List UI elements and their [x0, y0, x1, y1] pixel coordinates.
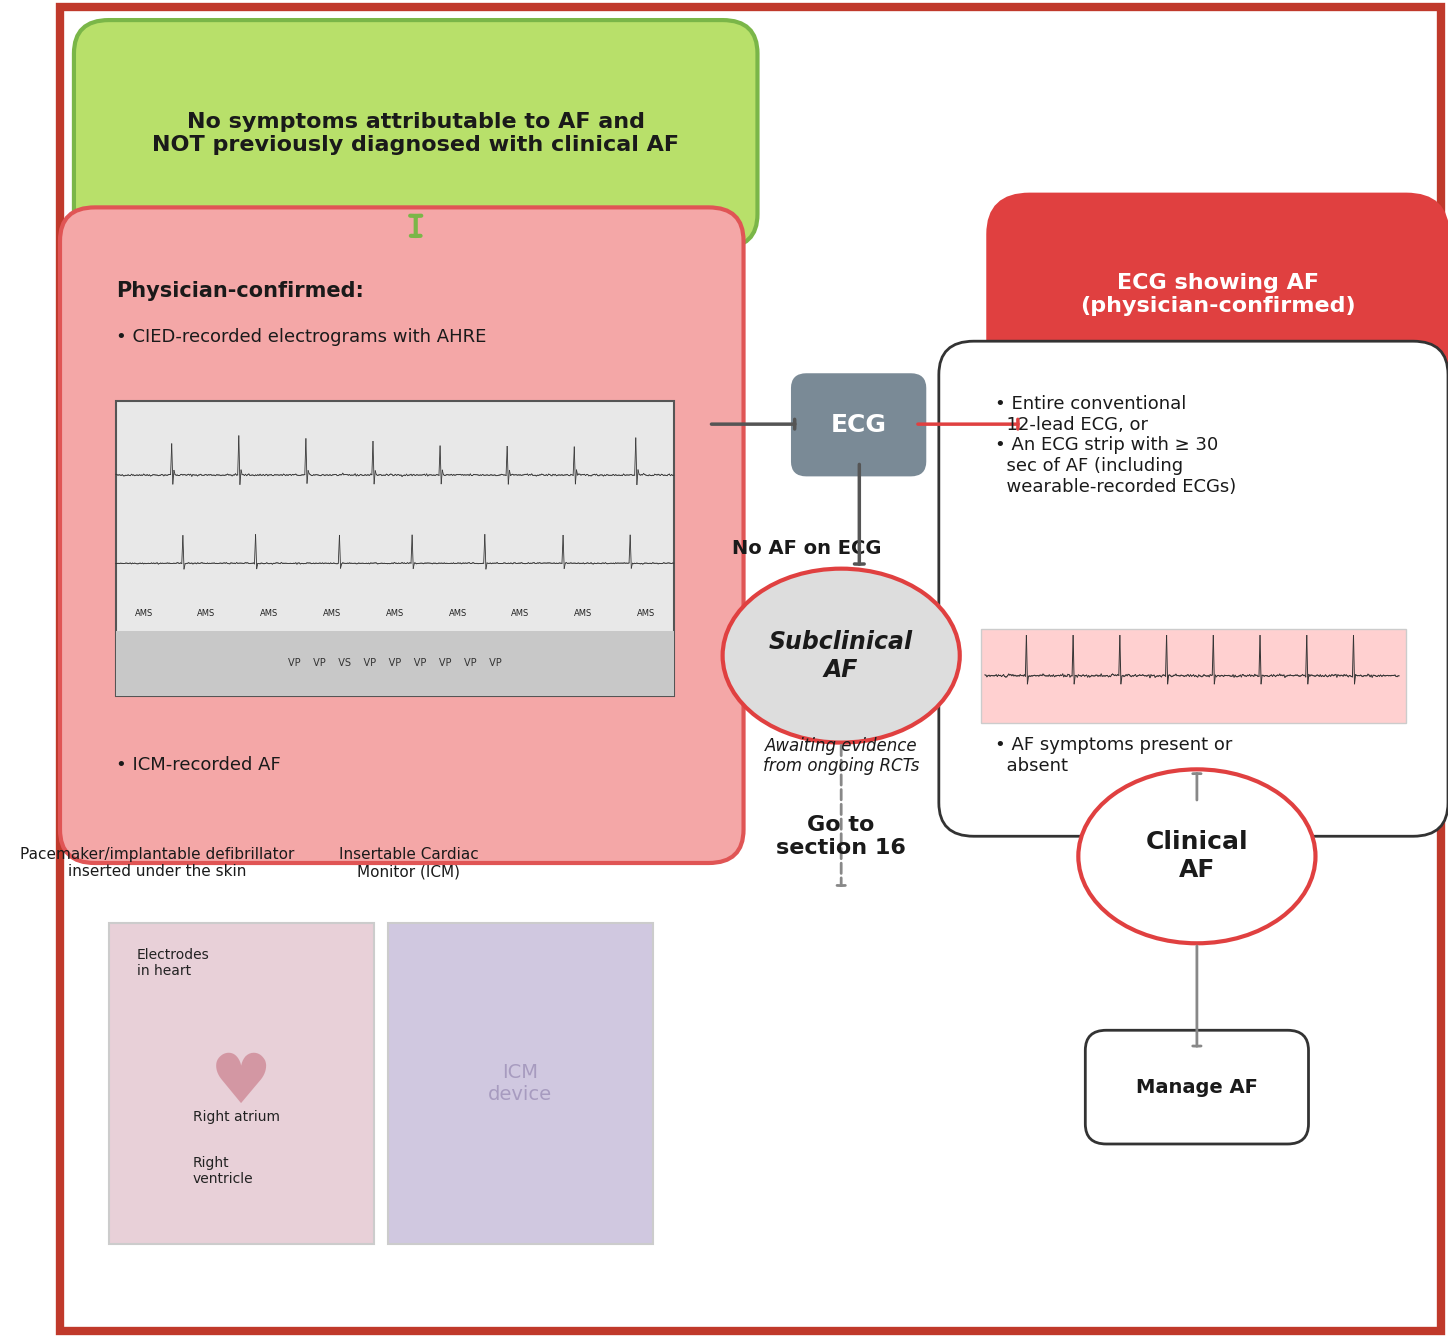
Text: AMS: AMS [511, 609, 530, 618]
Text: Right
ventricle: Right ventricle [193, 1156, 253, 1185]
FancyBboxPatch shape [1086, 1030, 1309, 1144]
Text: AMS: AMS [197, 609, 216, 618]
FancyBboxPatch shape [116, 632, 673, 696]
Text: AMS: AMS [135, 609, 153, 618]
Text: Right atrium: Right atrium [193, 1111, 279, 1124]
Text: Physician-confirmed:: Physician-confirmed: [116, 281, 363, 301]
Text: • CIED-recorded electrograms with AHRE: • CIED-recorded electrograms with AHRE [116, 328, 487, 345]
Text: Go to
section 16: Go to section 16 [776, 815, 906, 858]
Text: AMS: AMS [385, 609, 404, 618]
Text: Clinical
AF: Clinical AF [1145, 831, 1248, 882]
Text: • ICM-recorded AF: • ICM-recorded AF [116, 756, 281, 773]
FancyBboxPatch shape [792, 375, 925, 475]
Text: ICM
device: ICM device [488, 1064, 552, 1104]
FancyBboxPatch shape [116, 401, 673, 696]
Text: ♥: ♥ [210, 1050, 272, 1117]
Text: Pacemaker/implantable defibrillator
inserted under the skin: Pacemaker/implantable defibrillator inse… [20, 847, 295, 879]
Text: Electrodes
in heart: Electrodes in heart [136, 949, 210, 978]
FancyBboxPatch shape [388, 923, 653, 1244]
Text: AMS: AMS [261, 609, 278, 618]
Text: ECG: ECG [831, 413, 886, 436]
Text: No AF on ECG: No AF on ECG [731, 539, 880, 558]
Text: AMS: AMS [449, 609, 466, 618]
FancyBboxPatch shape [109, 923, 374, 1244]
Text: ECG showing AF
(physician-confirmed): ECG showing AF (physician-confirmed) [1080, 273, 1355, 316]
Text: AMS: AMS [637, 609, 654, 618]
FancyBboxPatch shape [59, 207, 743, 863]
FancyBboxPatch shape [988, 194, 1448, 395]
Text: Subclinical
AF: Subclinical AF [769, 630, 914, 681]
Text: AMS: AMS [573, 609, 592, 618]
FancyBboxPatch shape [74, 20, 757, 248]
Ellipse shape [723, 569, 960, 743]
FancyBboxPatch shape [938, 341, 1448, 836]
FancyBboxPatch shape [980, 629, 1406, 723]
Ellipse shape [1079, 769, 1315, 943]
Text: • Entire conventional
  12-lead ECG, or
• An ECG strip with ≥ 30
  sec of AF (in: • Entire conventional 12-lead ECG, or • … [995, 395, 1237, 496]
Text: No symptoms attributable to AF and
NOT previously diagnosed with clinical AF: No symptoms attributable to AF and NOT p… [152, 112, 679, 155]
Text: VP    VP    VS    VP    VP    VP    VP    VP    VP: VP VP VS VP VP VP VP VP VP [288, 658, 501, 669]
Text: Insertable Cardiac
Monitor (ICM): Insertable Cardiac Monitor (ICM) [339, 847, 479, 879]
Text: Awaiting evidence
from ongoing RCTs: Awaiting evidence from ongoing RCTs [763, 737, 919, 775]
Text: AMS: AMS [323, 609, 342, 618]
Text: Manage AF: Manage AF [1137, 1077, 1258, 1097]
Text: • AF symptoms present or
  absent: • AF symptoms present or absent [995, 736, 1232, 775]
